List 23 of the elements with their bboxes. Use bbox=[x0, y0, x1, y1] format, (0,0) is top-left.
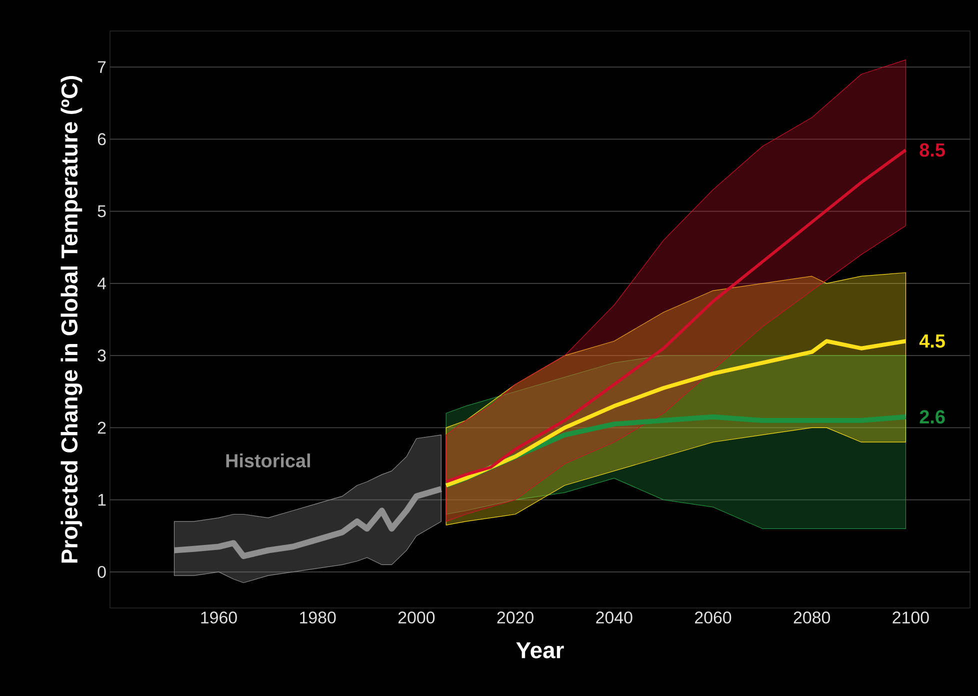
x-tick-label: 2060 bbox=[695, 612, 732, 624]
x-tick-label: 2080 bbox=[794, 612, 830, 624]
x-tick-label: 2100 bbox=[892, 612, 929, 624]
series-label: 4.5 bbox=[919, 334, 945, 348]
y-tick-label: 3 bbox=[98, 350, 106, 362]
y-tick-label: 0 bbox=[98, 566, 106, 578]
y-tick-label: 1 bbox=[98, 494, 106, 506]
y-tick-label: 7 bbox=[98, 61, 106, 73]
y-axis-title: Projected Change in Global Temperature (ºC) bbox=[60, 76, 82, 563]
y-tick-label: 4 bbox=[97, 278, 106, 290]
series-label: 8.5 bbox=[920, 143, 945, 157]
y-tick-label: 2 bbox=[98, 422, 106, 434]
x-tick-label: 1980 bbox=[300, 612, 336, 624]
x-tick-label: 1960 bbox=[201, 612, 237, 624]
x-tick-label: 2020 bbox=[497, 612, 534, 624]
series-label: 2.6 bbox=[920, 410, 945, 424]
text: Historical bbox=[226, 454, 310, 468]
y-tick-label: 5 bbox=[98, 205, 106, 218]
line-series bbox=[444, 339, 908, 488]
y-tick-label: 6 bbox=[98, 133, 106, 146]
x-tick-label: 2040 bbox=[596, 612, 632, 624]
x-tick-label: 2000 bbox=[398, 612, 435, 624]
x-axis-title: Year bbox=[516, 642, 564, 658]
